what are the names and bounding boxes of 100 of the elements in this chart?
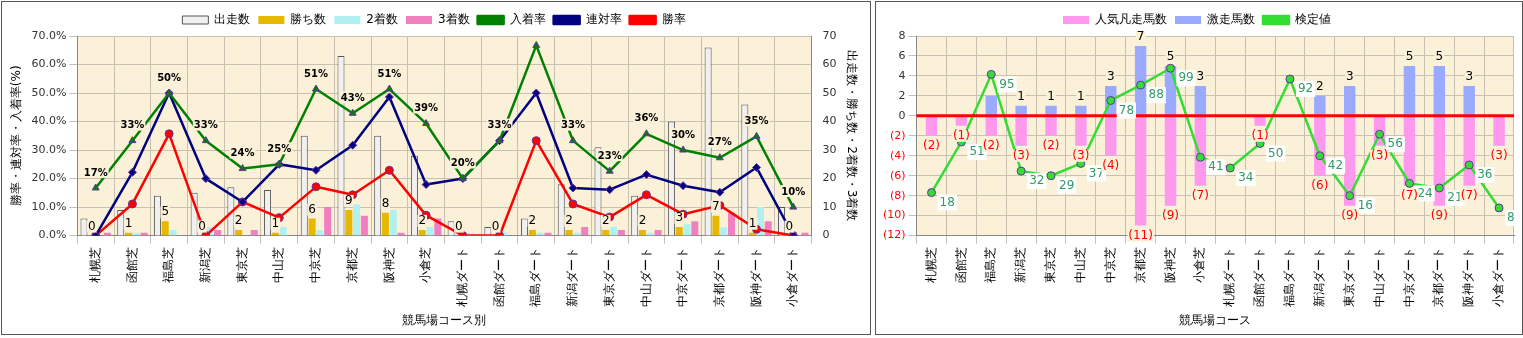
- data-label: (3): [1012, 147, 1030, 162]
- x-tick-label: 中京ダート: [675, 246, 690, 307]
- x-tick-label: 福島ダート: [1282, 246, 1297, 307]
- data-label: 41: [1208, 159, 1224, 174]
- data-label: 35%: [744, 114, 769, 126]
- x-tick-label: 札幌ダート: [1222, 246, 1237, 307]
- data-label: 95: [999, 76, 1015, 91]
- data-label: (9): [1161, 207, 1179, 222]
- x-tick-label: 東京芝: [234, 246, 249, 283]
- data-label: 16: [1357, 197, 1373, 212]
- data-label: 23%: [597, 149, 622, 161]
- data-label: 18: [939, 194, 955, 209]
- data-label: 8: [1507, 210, 1515, 225]
- data-label: (7): [1460, 187, 1478, 202]
- y-tick-label: 30.0%: [31, 142, 67, 156]
- y2-tick-label: 50: [822, 85, 837, 99]
- x-tick-label: 東京芝: [1043, 246, 1058, 283]
- x-axis-title: 競馬場コース別: [402, 312, 487, 327]
- legend-label: 激走馬数: [1207, 12, 1255, 27]
- x-tick-label: 東京ダート: [601, 246, 616, 307]
- x-axis-title: 競馬場コース: [1179, 312, 1252, 327]
- x-tick-label: 京都芝: [344, 246, 359, 283]
- y-tick-label: (8): [889, 188, 906, 202]
- data-label: 1: [748, 215, 757, 230]
- data-label: 1: [124, 215, 133, 230]
- y-tick-label: 60.0%: [31, 57, 67, 71]
- data-label: (1): [1251, 127, 1269, 142]
- data-label: 34: [1238, 170, 1254, 185]
- data-label: 36%: [634, 112, 659, 124]
- y-tick-label: (6): [889, 168, 906, 182]
- y2-tick-label: 20: [822, 171, 837, 185]
- x-tick-label: 東京ダート: [1341, 246, 1356, 307]
- data-label: 0: [198, 218, 206, 233]
- data-label: 32: [1029, 173, 1045, 188]
- data-label: 8: [381, 195, 390, 210]
- legend-label: 検定値: [1295, 12, 1331, 27]
- data-label: 2: [234, 213, 243, 228]
- x-tick-label: 中京ダート: [1401, 246, 1416, 307]
- data-label: 0: [87, 218, 96, 233]
- x-tick-label: 福島芝: [983, 246, 998, 283]
- legend-label: 勝率: [661, 12, 686, 27]
- x-tick-label: 京都ダート: [711, 246, 726, 307]
- x-tick-label: 中京芝: [308, 246, 323, 283]
- legend-label: 2着数: [366, 12, 399, 27]
- x-tick-label: 中山ダート: [638, 246, 653, 307]
- y-tick-label: (12): [882, 228, 906, 242]
- x-tick-label: 阪神ダート: [748, 246, 763, 307]
- data-label: 17%: [83, 166, 108, 178]
- x-tick-label: 中山芝: [271, 246, 286, 283]
- y-axis-title: 勝率・連対率・入着率(%): [9, 65, 24, 207]
- data-label: 33%: [193, 119, 218, 131]
- x-tick-label: 阪神ダート: [1461, 246, 1476, 307]
- y-tick-label: 20.0%: [31, 171, 67, 185]
- data-label: 1: [271, 215, 280, 230]
- y-tick-label: 0.0%: [38, 228, 67, 242]
- data-label: 78: [1118, 102, 1135, 117]
- y-tick-label: 10.0%: [31, 199, 67, 213]
- data-label: 5: [1405, 49, 1414, 64]
- legend-label: 出走数: [214, 12, 251, 27]
- y2-tick-label: 40: [822, 114, 837, 128]
- data-label: (3): [1072, 147, 1090, 162]
- y-tick-label: 8: [898, 28, 906, 42]
- data-label: 33%: [120, 119, 145, 131]
- data-label: 50%: [157, 71, 182, 83]
- x-tick-label: 小倉ダート: [1491, 246, 1506, 307]
- data-label: 2: [565, 213, 573, 228]
- data-label: 50: [1268, 145, 1284, 160]
- x-tick-label: 新潟芝: [1013, 246, 1028, 283]
- data-label: 29: [1059, 177, 1075, 192]
- data-label: 20%: [450, 157, 475, 169]
- data-label: (7): [1191, 187, 1209, 202]
- x-tick-label: 函館ダート: [1252, 246, 1267, 307]
- x-tick-label: 福島芝: [161, 246, 176, 283]
- data-label: 3: [1345, 69, 1354, 84]
- y-tick-label: 0: [898, 108, 906, 122]
- y-tick-label: (10): [882, 208, 906, 222]
- legend-label: 入着率: [509, 12, 546, 27]
- y-tick-label: 6: [898, 48, 906, 62]
- x-tick-label: 小倉ダート: [785, 246, 800, 307]
- data-label: 33%: [487, 119, 512, 131]
- data-label: 30%: [671, 128, 696, 140]
- data-label: 92: [1297, 81, 1314, 96]
- data-label: (3): [1490, 147, 1508, 162]
- data-label: 39%: [414, 102, 439, 114]
- data-label: 7: [1136, 29, 1145, 44]
- data-label: 24: [1417, 185, 1433, 200]
- y-tick-label: 4: [898, 68, 906, 82]
- data-label: (3): [1371, 147, 1389, 162]
- x-tick-label: 中山ダート: [1371, 246, 1386, 307]
- x-tick-label: 函館ダート: [491, 246, 506, 307]
- x-tick-label: 中山芝: [1073, 246, 1087, 283]
- y-tick-label: 2: [898, 88, 906, 102]
- y2-tick-label: 0: [822, 228, 830, 242]
- x-tick-label: 阪神芝: [381, 246, 396, 283]
- x-tick-label: 札幌芝: [87, 246, 102, 283]
- data-label: 7: [712, 198, 720, 213]
- data-label: 43%: [340, 91, 365, 103]
- data-label: 33%: [561, 119, 585, 131]
- data-label: (4): [1102, 157, 1120, 172]
- data-label: 0: [491, 218, 500, 233]
